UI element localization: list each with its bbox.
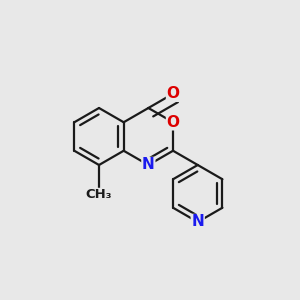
Text: CH₃: CH₃ — [86, 188, 112, 201]
Text: N: N — [191, 214, 204, 230]
Text: O: O — [167, 115, 179, 130]
Text: O: O — [167, 86, 179, 101]
Text: N: N — [142, 158, 155, 172]
